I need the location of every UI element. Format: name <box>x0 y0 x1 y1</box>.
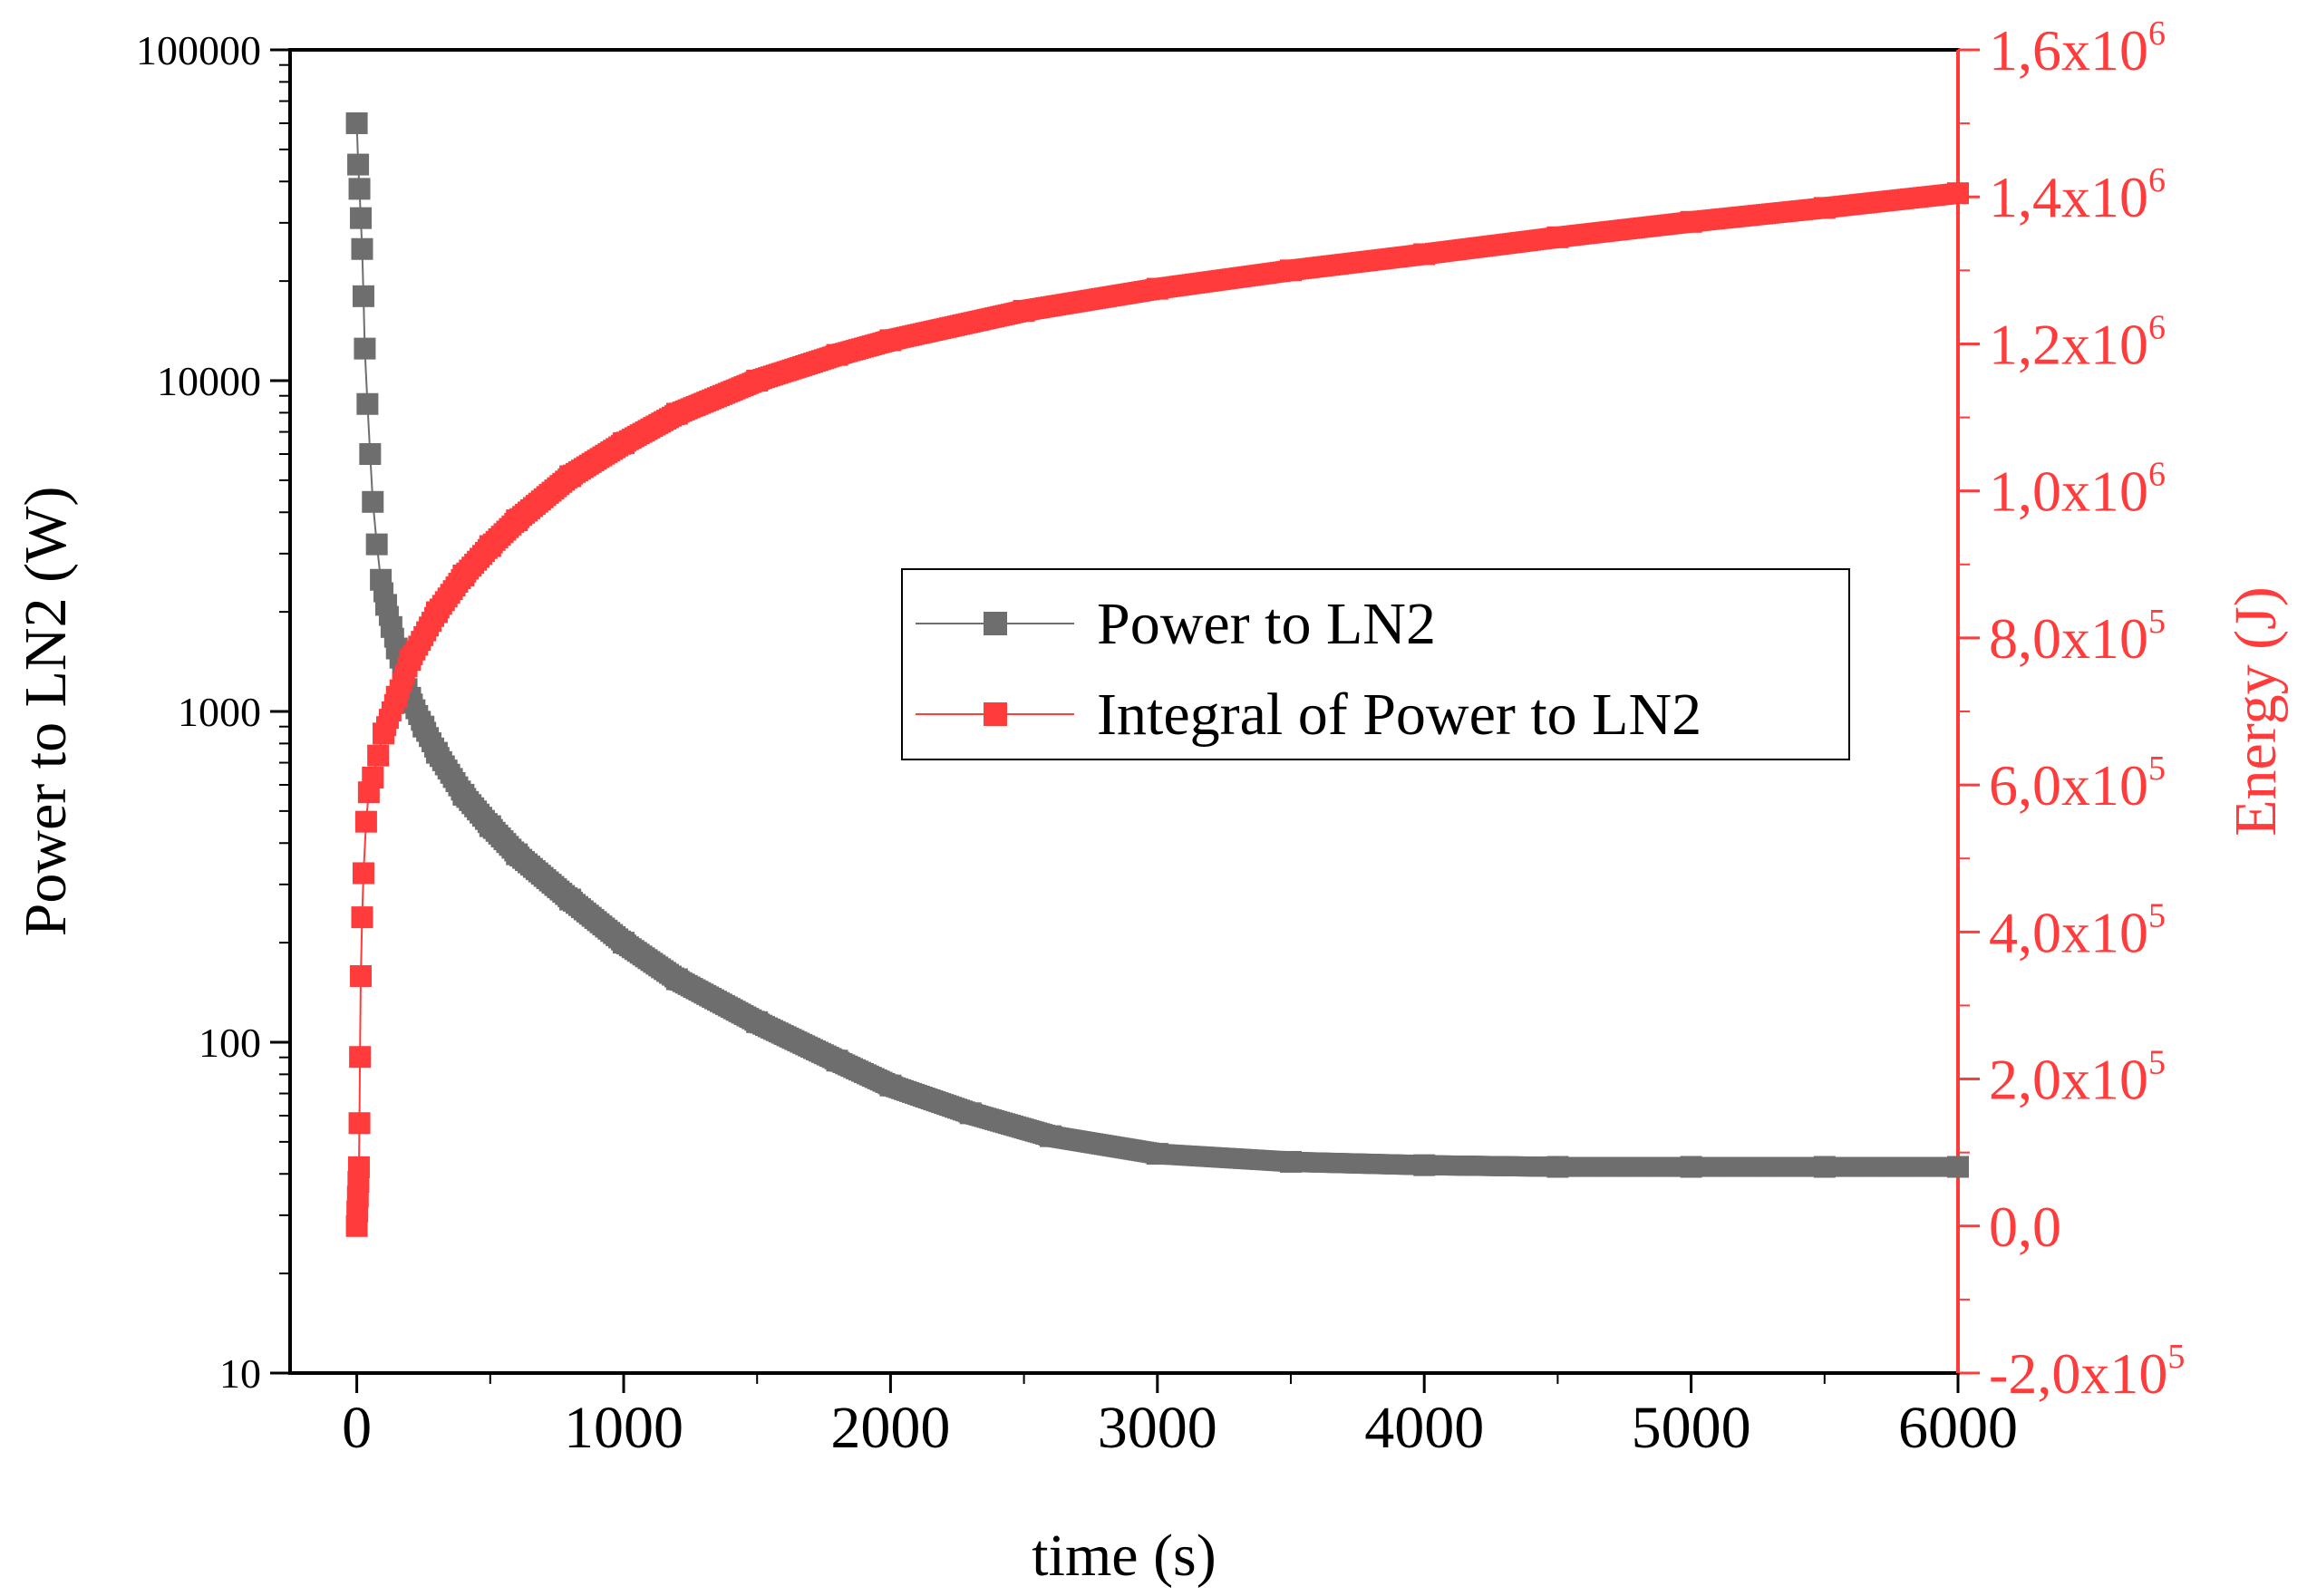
legend-label-power: Power to LN2 <box>1097 591 1436 657</box>
left-y-axis-title: Power to LN2 (W) <box>13 487 79 937</box>
right-tick-label: 4,0x105 <box>1989 896 2166 964</box>
x-tick-label: 1000 <box>564 1395 683 1461</box>
right-tick-label: 1,4x106 <box>1989 161 2166 229</box>
x-axis: 0 1000 2000 3000 4000 5000 6000 <box>342 1373 2018 1461</box>
left-tick-label: 100 <box>199 1020 261 1066</box>
series-marker <box>1948 183 1968 204</box>
left-y-axis: 10 100 1000 10000 100000 <box>136 27 290 1397</box>
data-point <box>352 862 374 885</box>
x-tick-label: 4000 <box>1364 1395 1484 1461</box>
right-y-axis-title: Energy (J) <box>2223 586 2289 837</box>
right-tick-label: 1,0x106 <box>1989 456 2166 524</box>
data-point <box>365 533 388 556</box>
data-point <box>362 490 384 513</box>
right-y-axis: -2,0x105 0,0 2,0x105 4,0x105 6,0x105 8,0x105 1… <box>1958 15 2185 1406</box>
right-tick-label: 0,0 <box>1989 1195 2061 1259</box>
x-tick-label: 0 <box>342 1395 372 1461</box>
right-tick-label: 8,0x105 <box>1989 603 2166 671</box>
data-point <box>352 285 374 307</box>
legend-marker-integral <box>984 702 1007 726</box>
legend-box <box>901 568 1850 760</box>
right-tick-label: 6,0x105 <box>1989 750 2166 817</box>
data-point <box>362 767 384 788</box>
data-point <box>351 906 373 929</box>
data-point <box>351 237 373 260</box>
legend: Power to LN2 Integral of Power to LN2 <box>901 568 1850 760</box>
legend-label-integral: Integral of Power to LN2 <box>1097 682 1701 748</box>
data-point <box>367 744 390 767</box>
x-axis-title: time (s) <box>1032 1523 1216 1589</box>
data-point <box>356 392 379 415</box>
data-point <box>348 178 371 200</box>
left-tick-label: 10 <box>219 1350 261 1397</box>
right-tick-label: 1,6x106 <box>1989 15 2166 82</box>
legend-marker-power <box>984 612 1007 635</box>
data-point <box>354 810 377 833</box>
data-point <box>347 153 370 176</box>
series-layer <box>345 111 1969 1237</box>
data-point <box>348 1112 371 1135</box>
x-tick-label: 3000 <box>1098 1395 1217 1461</box>
x-tick-label: 6000 <box>1898 1395 2018 1461</box>
data-point <box>354 337 376 360</box>
right-tick-label: -2,0x105 <box>1989 1338 2185 1406</box>
x-tick-label: 5000 <box>1632 1395 1751 1461</box>
data-point <box>345 111 368 134</box>
data-point <box>359 442 382 465</box>
data-point <box>350 207 373 229</box>
right-tick-label: 2,0x105 <box>1989 1044 2166 1112</box>
right-tick-label: 1,2x106 <box>1989 308 2166 376</box>
series-marker <box>1948 1156 1968 1177</box>
data-point <box>350 965 373 987</box>
left-tick-label: 1000 <box>178 689 261 735</box>
data-point <box>349 1046 372 1069</box>
left-tick-label: 100000 <box>136 27 261 73</box>
series-integral <box>345 182 1969 1237</box>
x-tick-label: 2000 <box>830 1395 950 1461</box>
data-point <box>347 1156 370 1178</box>
series-power <box>345 111 1969 1178</box>
left-tick-label: 10000 <box>157 358 261 404</box>
